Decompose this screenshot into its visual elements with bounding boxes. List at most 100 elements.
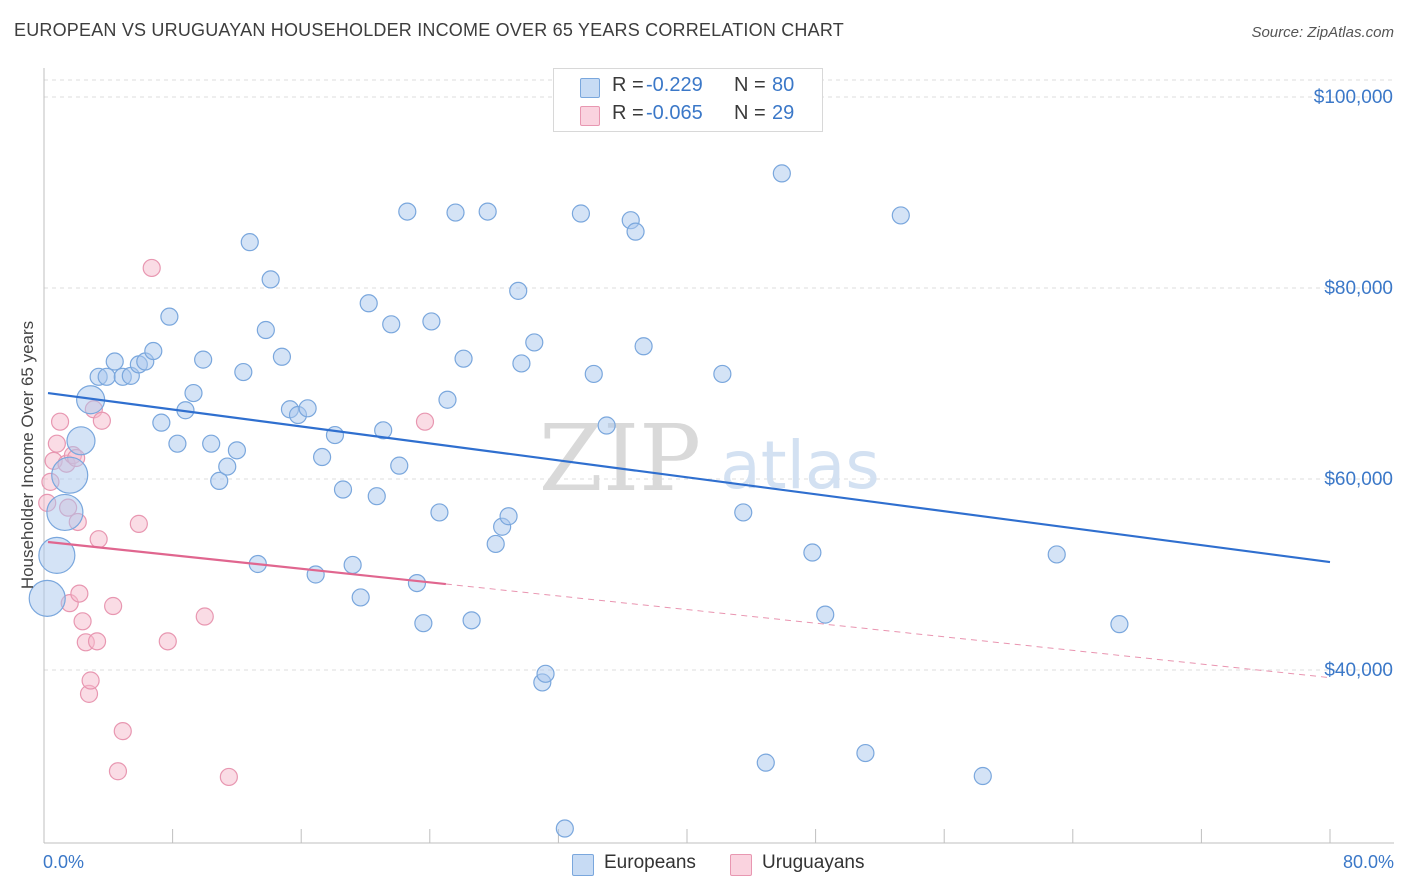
legend-row-uruguayans: R = -0.065 N = 29 [554,100,822,128]
european-point [816,605,835,624]
european-point [713,364,732,384]
uruguayan-point [50,412,70,431]
source-label: Source: ZipAtlas.com [1251,24,1394,41]
european-point [584,364,603,384]
european-point [536,664,555,683]
european-point [97,367,116,386]
uruguayan-point [219,767,238,787]
european-point [509,281,528,300]
watermark-zip: ZIP [539,405,701,512]
european-point [597,416,616,435]
european-point [525,333,544,352]
legend-r-value: -0.065 [646,102,703,124]
uruguayans-points [38,258,435,787]
european-point [194,350,213,369]
european-point [144,341,163,361]
y-tick-labels: $40,000 $60,000 $80,000 $100,000 [1314,87,1393,681]
european-point [734,503,753,522]
european-point [571,204,591,223]
european-point [430,503,449,522]
european-point [272,347,292,366]
european-point [1047,545,1066,564]
uruguayan-point [70,584,89,603]
european-point [38,536,76,575]
uruguayan-point [89,530,108,549]
x-tick-label-max: 80.0% [1342,852,1394,872]
legend-n-label: N = [734,74,766,96]
european-point [359,294,378,313]
european-point [1110,615,1129,634]
european-point [210,471,229,491]
european-point [202,434,221,453]
european-point [312,447,332,467]
european-point [351,588,370,607]
uruguayan-point [415,412,435,431]
european-point [105,352,124,371]
legend-label-europeans: Europeans [604,852,696,873]
european-point [446,203,465,222]
european-point [66,426,96,456]
european-point [51,456,89,494]
european-point [184,383,203,403]
european-point [438,390,457,409]
legend-n-value: 80 [772,74,795,96]
legend-n-value: 29 [772,102,795,124]
uruguayan-point [92,411,111,430]
european-point [626,222,645,241]
europeans-points [28,164,1129,838]
european-point [256,320,275,340]
legend-swatch-uruguayans [730,854,752,876]
uruguayan-point [129,514,148,533]
y-tick-label: $40,000 [1324,660,1393,681]
legend-swatch-uruguayans [580,106,600,126]
european-point [390,456,409,475]
europeans-trend-line [47,391,1331,564]
european-point [422,312,441,331]
uruguayan-point [142,258,161,278]
european-point [298,399,317,418]
legend-swatch-europeans [572,854,594,876]
uruguayan-point [113,722,132,741]
y-axis-label: Householder Income Over 65 years [18,320,37,590]
legend-r-value: -0.229 [646,74,703,96]
european-point [486,534,505,554]
european-point [261,270,280,289]
legend-label-uruguayans: Uruguayans [762,852,865,873]
uruguayan-point [47,434,66,453]
legend-item-uruguayans[interactable]: Uruguayans [730,852,880,878]
european-point [454,349,473,368]
y-tick-label: $100,000 [1314,87,1393,108]
european-point [803,543,822,562]
legend-n-label: N = [734,102,766,124]
uruguayan-point [108,762,128,781]
european-point [240,233,259,252]
european-point [46,493,84,532]
y-tick-label: $80,000 [1324,278,1393,299]
european-point [160,307,179,326]
legend-r-label: R = [612,74,644,96]
european-point [555,819,574,838]
european-point [756,753,775,772]
legend-row-europeans: R = -0.229 N = 80 [554,72,822,100]
european-point [499,507,518,526]
legend-r-label: R = [612,102,644,124]
european-point [343,555,362,575]
uruguayan-point [87,632,107,651]
uruguayan-point [195,607,214,626]
uruguayans-trend-extension [445,583,1331,679]
european-point [772,164,791,183]
european-point [856,743,875,763]
european-point [168,434,187,453]
european-point [152,413,171,432]
legend-item-europeans[interactable]: Europeans [572,852,712,878]
european-point [398,202,417,221]
uruguayan-point [81,671,100,690]
european-point [333,480,353,499]
european-point [973,766,992,786]
european-point [512,354,531,373]
european-point [462,611,481,630]
y-tick-label: $60,000 [1324,469,1393,490]
european-point [382,315,401,334]
european-point [306,565,325,584]
european-point [891,206,910,225]
